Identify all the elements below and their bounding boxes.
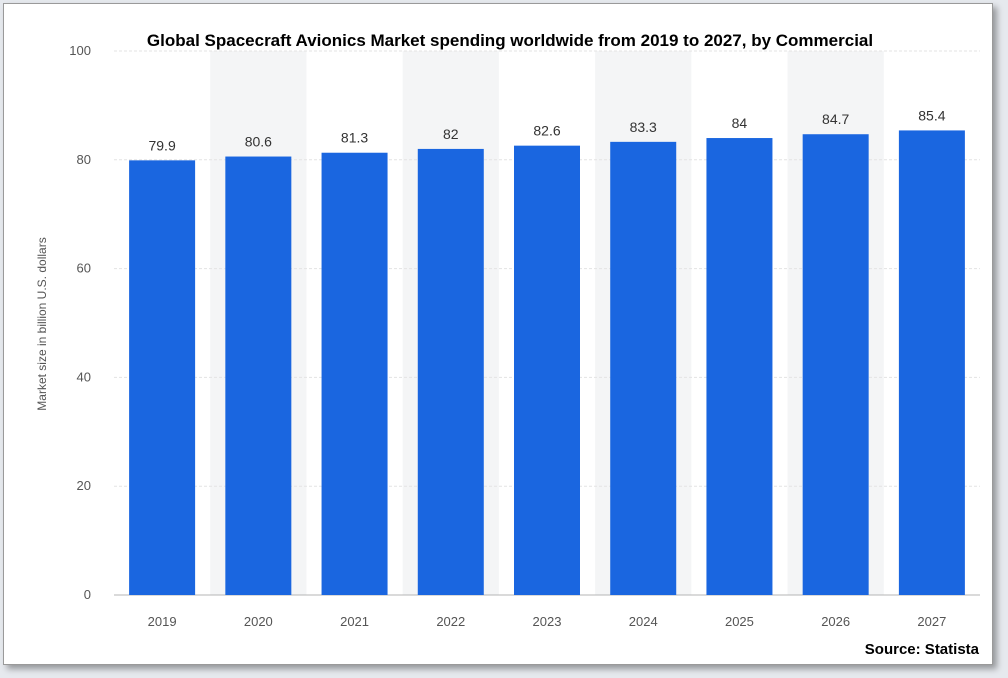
y-tick-label: 60	[77, 261, 91, 276]
x-axis-ticks: 2019 2020 2021 2022 2023 2024 2025 2026 2027	[148, 614, 947, 629]
bar-2022	[417, 148, 484, 596]
value-label-2021: 81.3	[341, 130, 368, 146]
bar-2021	[321, 152, 388, 595]
x-tick-label: 2026	[821, 614, 850, 629]
source-note: Source: Statista	[865, 641, 980, 658]
chart-title: Global Spacecraft Avionics Market spendi…	[147, 31, 873, 50]
bar-2019	[129, 160, 196, 595]
x-tick-label: 2027	[917, 614, 946, 629]
x-tick-label: 2021	[340, 614, 369, 629]
y-tick-label: 100	[69, 43, 91, 58]
bar-2027	[898, 130, 965, 595]
y-tick-label: 20	[77, 478, 91, 493]
bar-2025	[706, 138, 773, 596]
y-tick-label: 80	[77, 152, 91, 167]
bar-2026	[802, 134, 869, 595]
y-axis-ticks: 0 20 40 60 80 100	[69, 43, 91, 602]
x-tick-label: 2022	[436, 614, 465, 629]
y-axis-title: Market size in billion U.S. dollars	[35, 237, 49, 410]
value-label-2020: 80.6	[245, 134, 272, 150]
bar-2020	[225, 156, 292, 595]
chart-frame: 0 20 40 60 80 100 79.9 80.6 81.3 82 82.6 83.3 84 84.…	[3, 3, 993, 665]
value-label-2024: 83.3	[630, 119, 657, 135]
value-label-2026: 84.7	[822, 111, 849, 127]
bar-2023	[514, 145, 580, 595]
value-label-2019: 79.9	[148, 137, 175, 153]
y-tick-label: 0	[84, 587, 91, 602]
value-label-2027: 85.4	[918, 107, 945, 123]
bars	[129, 130, 965, 596]
bar-chart: 0 20 40 60 80 100 79.9 80.6 81.3 82 82.6 83.3 84 84.…	[35, 31, 980, 658]
value-label-2025: 84	[732, 115, 748, 131]
y-tick-label: 40	[77, 369, 91, 384]
x-tick-label: 2024	[629, 614, 658, 629]
value-label-2023: 82.6	[533, 123, 560, 139]
x-tick-label: 2019	[148, 614, 177, 629]
x-tick-label: 2025	[725, 614, 754, 629]
value-label-2022: 82	[443, 126, 459, 142]
value-labels: 79.9 80.6 81.3 82 82.6 83.3 84 84.7 85.4	[148, 107, 945, 153]
x-tick-label: 2020	[244, 614, 273, 629]
x-tick-label: 2023	[533, 614, 562, 629]
bar-2024	[610, 141, 677, 595]
